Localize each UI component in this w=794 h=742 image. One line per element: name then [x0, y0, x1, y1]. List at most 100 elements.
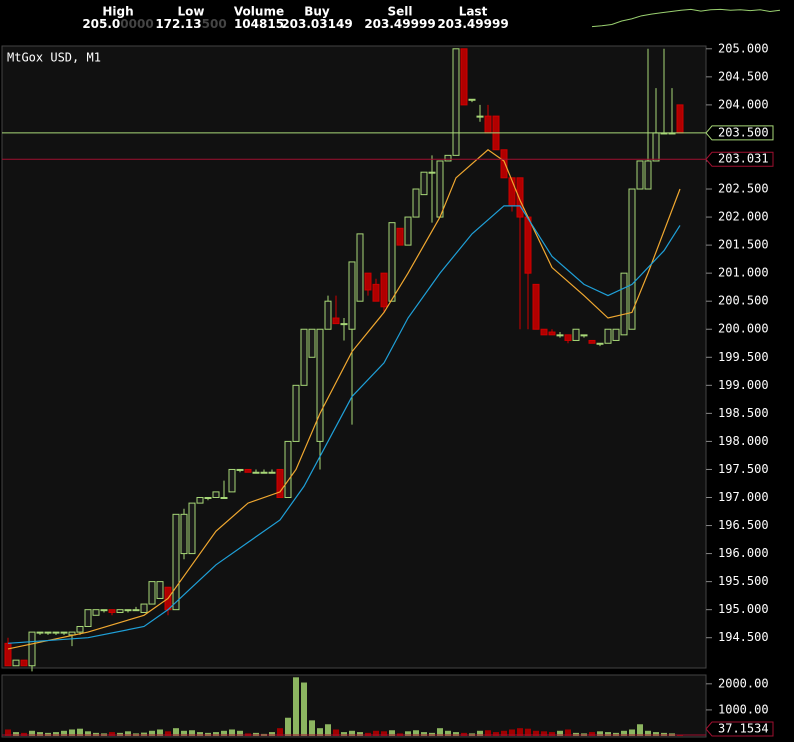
candle-body: [196, 496, 204, 504]
candle-body: [220, 496, 228, 499]
volume-bar: [525, 728, 531, 736]
volume-bar: [485, 730, 491, 736]
volume-bar: [165, 731, 171, 736]
volume-bar: [157, 729, 163, 736]
candle-body: [236, 468, 244, 471]
candle-body: [300, 328, 308, 386]
candle-body: [468, 98, 476, 101]
candle-body: [340, 323, 348, 326]
candle-body: [452, 48, 460, 156]
y-tick-label: 198.000: [718, 434, 769, 448]
candle-body: [580, 334, 588, 337]
candle-body: [356, 233, 364, 302]
volume-bar: [357, 732, 363, 736]
volume-bar: [77, 728, 83, 736]
volume-bar: [69, 729, 75, 736]
volume-bar: [149, 730, 155, 736]
volume-bar: [405, 731, 411, 736]
volume-bar: [277, 728, 283, 736]
y-tick-label: 195.000: [718, 602, 769, 616]
candle-body: [404, 216, 412, 246]
candle-body: [444, 154, 452, 162]
y-tick-label: 197.500: [718, 462, 769, 476]
volume-bar: [573, 732, 579, 736]
candle-body: [500, 149, 508, 179]
volume-bar: [117, 732, 123, 736]
volume-bar: [629, 729, 635, 736]
stat-value: 205.00000: [82, 17, 153, 31]
y-tick-label: 200.000: [718, 322, 769, 336]
candle-body: [564, 334, 572, 341]
volume-bar: [437, 728, 443, 736]
candle-body: [516, 177, 524, 218]
candle-body: [252, 471, 260, 474]
price-tag-box: [705, 125, 774, 141]
candle-body: [172, 513, 180, 611]
candle-body: [332, 317, 340, 325]
candle-body: [260, 471, 268, 474]
volume-bar: [565, 729, 571, 736]
volume-bar: [645, 730, 651, 736]
y-tick-label: 201.500: [718, 238, 769, 252]
stat-label: Low: [178, 5, 205, 19]
volume-bar: [509, 729, 515, 736]
candle-body: [636, 160, 644, 190]
candle-body: [652, 132, 660, 162]
candle-body: [36, 631, 44, 634]
sparkline: [591, 8, 781, 28]
candle-body: [604, 328, 612, 344]
volume-panel: [1, 674, 707, 738]
volume-tick-label: 2000.00: [718, 676, 769, 690]
candle-body: [380, 272, 388, 308]
price-tag-label: 203.031: [718, 152, 769, 166]
candle-body: [276, 468, 284, 498]
candle-body: [92, 609, 100, 616]
y-tick-label: 200.500: [718, 294, 769, 308]
moving-average: [7, 148, 681, 650]
volume-bar: [125, 731, 131, 736]
volume-bar: [21, 732, 27, 736]
volume-bar: [341, 732, 347, 736]
candle-body: [284, 440, 292, 498]
volume-bar: [661, 732, 667, 736]
candle-body: [20, 659, 28, 667]
volume-bar: [533, 730, 539, 736]
y-tick-label: 199.500: [718, 350, 769, 364]
stat-value-text: 104815: [234, 17, 284, 31]
candle-body: [52, 631, 60, 634]
price-panel: [1, 45, 707, 669]
volume-bar: [549, 732, 555, 736]
candle-body: [548, 331, 556, 336]
y-tick-label: 194.500: [718, 630, 769, 644]
stat-value: 203.03149: [281, 17, 352, 31]
stat-label: High: [102, 5, 133, 19]
stat-value-text: 172.13: [155, 17, 201, 31]
stat-value-text: 205.0: [82, 17, 120, 31]
candle-body: [12, 659, 20, 667]
y-tick-label: 196.500: [718, 518, 769, 532]
candle-body: [532, 283, 540, 330]
candle-body: [556, 334, 564, 337]
candle-body: [620, 272, 628, 336]
candle-body: [268, 471, 276, 474]
candle-body: [76, 625, 84, 633]
volume-bar: [45, 732, 51, 736]
volume-bar: [229, 729, 235, 736]
candle-body: [644, 160, 652, 190]
candle-body: [60, 631, 68, 634]
volume-bar: [349, 730, 355, 736]
candle-body: [612, 328, 620, 341]
volume-bar: [37, 732, 43, 736]
candle-body: [572, 328, 580, 341]
volume-bar: [269, 732, 275, 736]
y-tick-label: 197.000: [718, 490, 769, 504]
volume-bar: [413, 730, 419, 736]
volume-bar: [461, 732, 467, 736]
y-tick-label: 196.000: [718, 546, 769, 560]
candle-body: [108, 609, 116, 613]
volume-bar: [325, 724, 331, 736]
candle-body: [484, 115, 492, 134]
volume-bar: [213, 732, 219, 736]
volume-bar: [421, 732, 427, 736]
